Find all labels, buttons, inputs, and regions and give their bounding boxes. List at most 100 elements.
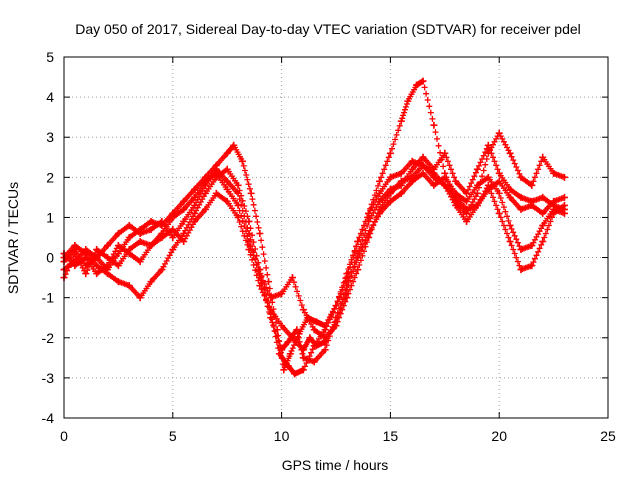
data-point: [506, 193, 514, 201]
data-point: [386, 173, 394, 181]
data-point: [191, 209, 199, 217]
data-point: [284, 338, 292, 346]
data-point: [275, 350, 283, 358]
data-point: [136, 258, 144, 266]
data-point: [452, 201, 460, 209]
data-point: [560, 173, 568, 181]
data-point: [386, 189, 394, 197]
data-point: [397, 189, 405, 197]
data-point: [506, 149, 514, 157]
data-point: [212, 169, 220, 177]
data-point: [234, 213, 242, 221]
series-trace-2: [60, 157, 568, 378]
data-point: [158, 217, 166, 225]
data-point: [71, 262, 79, 270]
data-point: [332, 302, 340, 310]
y-axis-label: SDTVAR / TECUs: [5, 182, 21, 294]
data-point: [528, 181, 536, 189]
data-point: [234, 181, 242, 189]
data-point: [376, 177, 384, 185]
data-point: [136, 229, 144, 237]
data-point: [452, 177, 460, 185]
data-point: [293, 326, 301, 334]
data-point: [430, 121, 438, 129]
data-point: [386, 197, 394, 205]
data-point: [517, 246, 525, 254]
y-tick-label: 3: [46, 129, 54, 145]
data-point: [234, 189, 242, 197]
data-point: [299, 354, 307, 362]
data-point: [343, 270, 351, 278]
data-point: [419, 77, 427, 85]
data-point: [278, 290, 286, 298]
data-point: [212, 189, 220, 197]
data-point: [321, 326, 329, 334]
data-point: [238, 157, 246, 165]
data-point: [506, 238, 514, 246]
data-point: [517, 266, 525, 274]
x-tick-label: 15: [383, 428, 399, 444]
data-point: [93, 246, 101, 254]
data-point: [114, 229, 122, 237]
data-point: [463, 189, 471, 197]
data-point: [365, 217, 373, 225]
data-point: [71, 250, 79, 258]
data-point: [82, 270, 90, 278]
data-point: [430, 181, 438, 189]
data-point: [201, 177, 209, 185]
data-point: [278, 322, 286, 330]
data-point: [517, 205, 525, 213]
data-point: [284, 362, 292, 370]
data-point: [169, 225, 177, 233]
data-point: [408, 173, 416, 181]
data-point: [223, 185, 231, 193]
data-point: [125, 234, 133, 241]
data-point: [354, 266, 362, 274]
data-point: [306, 334, 314, 342]
data-point: [82, 254, 90, 262]
data-point: [343, 294, 351, 302]
data-point: [180, 217, 188, 225]
data-point: [473, 201, 481, 209]
data-point: [288, 334, 296, 342]
data-point: [247, 189, 255, 197]
data-point: [82, 246, 90, 254]
data-point: [528, 262, 536, 270]
data-point: [430, 165, 438, 173]
data-point: [539, 193, 547, 201]
data-point: [365, 234, 373, 241]
data-point: [299, 306, 307, 314]
data-point: [191, 217, 199, 225]
data-point: [495, 209, 503, 217]
y-tick-label: 2: [46, 169, 54, 185]
data-point: [191, 193, 199, 201]
data-point: [539, 209, 547, 217]
data-point: [528, 242, 536, 250]
y-tick-label: -3: [42, 370, 55, 386]
tick-layer: 0 5 10 15 20 25 -4 -3 -2 -1 0 1 2 3 4 5: [42, 49, 616, 444]
data-point: [484, 173, 492, 181]
data-point: [463, 217, 471, 225]
data-point: [125, 282, 133, 290]
y-tick-label: 5: [46, 49, 54, 65]
data-point: [114, 262, 122, 270]
chart-title: Day 050 of 2017, Sidereal Day-to-day VTE…: [75, 21, 581, 37]
data-point: [441, 173, 449, 181]
data-point: [93, 254, 101, 262]
data-point: [104, 242, 112, 250]
series-layer: [60, 77, 568, 378]
data-point: [180, 238, 188, 246]
data-point: [560, 209, 568, 217]
data-point: [158, 266, 166, 274]
data-point: [539, 221, 547, 229]
data-point: [397, 169, 405, 177]
data-point: [419, 169, 427, 177]
data-point: [267, 294, 275, 302]
data-point: [136, 294, 144, 302]
data-point: [312, 318, 320, 326]
data-point: [310, 358, 318, 366]
x-tick-label: 20: [491, 428, 507, 444]
data-point: [147, 278, 155, 286]
data-point: [430, 173, 438, 181]
data-point: [136, 238, 144, 246]
